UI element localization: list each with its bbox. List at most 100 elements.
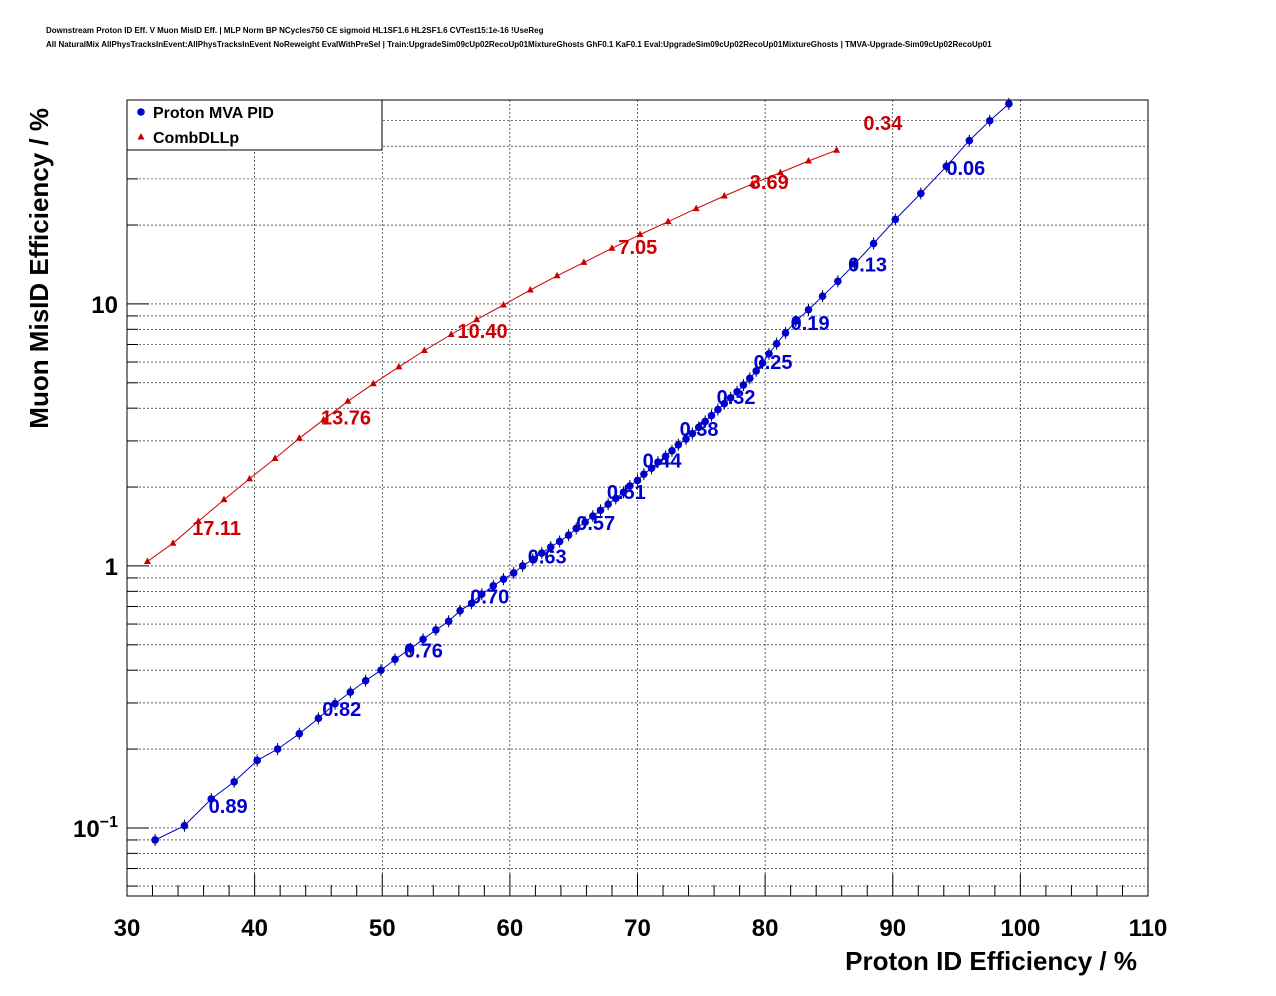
data-point — [295, 434, 303, 441]
data-point — [805, 157, 813, 164]
threshold-label: 0.06 — [946, 158, 985, 180]
series-line-1 — [147, 149, 837, 562]
data-point — [331, 699, 339, 708]
x-tick-label: 30 — [114, 915, 141, 942]
y-tick-label: 10 — [91, 292, 118, 319]
data-point — [529, 555, 537, 564]
data-point — [804, 305, 813, 314]
data-point — [748, 179, 756, 187]
data-point — [640, 470, 648, 478]
threshold-label: 0.44 — [643, 451, 683, 473]
threshold-label: 10.40 — [458, 321, 508, 343]
data-point — [772, 339, 781, 348]
data-point — [619, 488, 628, 497]
data-point — [833, 146, 841, 153]
data-point — [589, 512, 597, 520]
data-point — [701, 417, 709, 426]
data-point — [707, 411, 716, 420]
x-tick-label: 110 — [1129, 915, 1168, 942]
data-point — [682, 435, 690, 443]
threshold-label: 0.32 — [717, 387, 756, 409]
data-point — [612, 494, 620, 503]
data-point — [271, 454, 279, 462]
data-point — [580, 258, 588, 265]
threshold-label: 0.82 — [322, 699, 361, 721]
x-axis-title: Proton ID Efficiency / % — [845, 946, 1137, 976]
data-point — [346, 688, 355, 696]
series-line-0 — [154, 103, 1010, 841]
data-point — [467, 599, 476, 608]
data-point — [692, 204, 700, 212]
data-point — [834, 277, 842, 286]
data-point — [369, 379, 377, 387]
threshold-label: 0.34 — [863, 113, 903, 135]
y-tick-label: 10−1 — [73, 814, 118, 843]
threshold-label: 0.51 — [607, 482, 646, 504]
data-point — [733, 387, 741, 396]
data-point — [1005, 100, 1013, 108]
data-point — [564, 531, 573, 540]
data-point — [553, 271, 561, 279]
data-point — [891, 215, 900, 224]
legend-label: CombDLLp — [153, 130, 239, 147]
threshold-label: 13.76 — [321, 407, 371, 429]
threshold-label: 0.19 — [791, 313, 830, 335]
data-point — [180, 821, 189, 830]
threshold-label: 3.69 — [750, 172, 789, 194]
legend: Proton MVA PID CombDLLp — [126, 99, 383, 151]
data-point — [477, 590, 486, 599]
data-point — [395, 362, 403, 370]
data-point — [447, 330, 455, 338]
x-tick-label: 90 — [879, 915, 906, 942]
data-point — [633, 476, 642, 485]
data-point — [608, 244, 616, 251]
data-point — [765, 350, 773, 358]
data-point — [432, 626, 440, 634]
data-point — [942, 162, 951, 171]
y-axis-title: Muon MisID Efficiency / % — [24, 108, 54, 429]
data-point — [361, 676, 370, 685]
data-point — [720, 399, 729, 408]
data-point — [720, 192, 728, 199]
data-point — [746, 374, 754, 383]
data-point — [752, 367, 760, 375]
data-point — [674, 440, 683, 449]
data-point — [664, 217, 672, 225]
data-point — [230, 778, 239, 786]
data-point — [726, 394, 735, 402]
data-point — [654, 458, 662, 466]
data-point — [985, 116, 994, 125]
data-point — [791, 317, 800, 325]
data-point — [661, 452, 670, 461]
y-tick-label: 1 — [105, 554, 118, 581]
legend-label: Proton MVA PID — [153, 105, 274, 122]
data-point — [499, 575, 508, 583]
data-point — [207, 795, 216, 803]
data-point — [151, 836, 159, 844]
data-point — [965, 136, 974, 145]
x-tick-label: 50 — [369, 915, 396, 942]
data-point — [143, 557, 151, 564]
data-point — [406, 644, 415, 653]
header-line-1: Downstream Proton ID Eff. V Muon MisID E… — [46, 26, 544, 35]
data-point — [776, 168, 784, 176]
data-point — [320, 415, 328, 423]
data-point — [194, 517, 202, 524]
data-point — [246, 474, 254, 482]
data-point — [636, 230, 644, 238]
data-point — [739, 381, 748, 389]
legend-marker — [137, 133, 145, 140]
data-point — [694, 423, 703, 432]
data-point — [391, 655, 399, 664]
data-point — [572, 524, 581, 533]
data-point — [419, 635, 427, 644]
data-point — [647, 464, 656, 473]
annotation-layer: 0.06 0.13 0.19 0.25 0.32 0.38 0.44 0.51 0.57 0.63… — [192, 113, 985, 818]
data-point — [596, 506, 605, 515]
data-point — [314, 714, 323, 723]
data-point — [420, 346, 428, 353]
data-point — [499, 301, 507, 308]
x-tick-label: 70 — [624, 915, 651, 942]
data-point — [626, 482, 634, 490]
